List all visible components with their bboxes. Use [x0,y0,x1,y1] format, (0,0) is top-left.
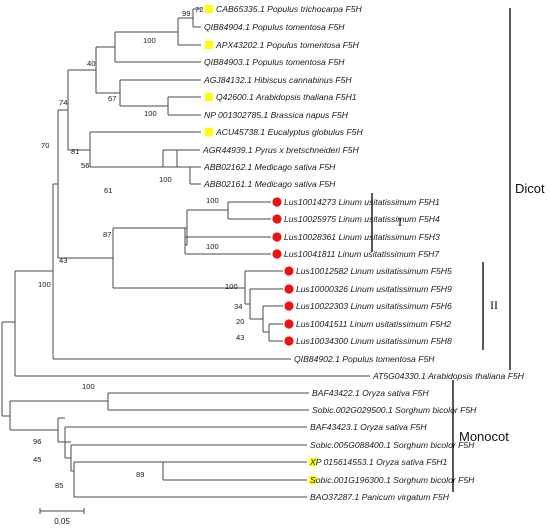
monocot-label: Monocot [459,429,509,444]
bootstrap-value: 99 [182,9,190,18]
leaf-label: QIB84903.1 Populus tomentosa F5H [204,57,345,67]
bootstrap-value: 96 [33,437,41,446]
leaf-markers [205,5,317,484]
red-circle-marker [272,249,282,259]
yellow-square-marker [309,458,317,466]
leaf-label: Lus10022303 Linum usitatissimum F5H6 [296,301,452,311]
yellow-square-marker [205,41,213,49]
bootstrap-value: 81 [71,147,79,156]
bootstrap-value: 67 [108,94,116,103]
bootstrap-value: 87 [103,230,111,239]
red-circle-marker [272,197,282,207]
leaf-label: Lus10000326 Linum usitatissimum F5H9 [296,284,452,294]
leaf-label: AGR44939.1 Pyrus x bretschneideri F5H [202,145,360,155]
group-ii-label: II [490,298,498,312]
leaf-label: BAF43423.1 Oryza sativa F5H [310,422,427,432]
yellow-square-marker [205,5,213,13]
bootstrap-value: 100 [159,175,172,184]
yellow-square-marker [205,93,213,101]
leaf-label: AGJ84132.1 Hibiscus cannabinus F5H [203,75,352,85]
bootstrap-value: 100 [143,36,156,45]
bootstrap-value: 100 [225,282,238,291]
leaf-label: AT5G04330.1 Arabidopsis thaliana F5H [372,371,525,381]
bootstrap-value: 89 [136,470,144,479]
leaf-label: BAO37287.1 Panicum virgatum F5H [310,492,450,502]
leaf-label: XP 015614553.1 Oryza sativa F5H1 [309,457,447,467]
yellow-square-marker [309,476,317,484]
bootstrap-value: 45 [33,455,41,464]
yellow-square-marker [205,128,213,136]
leaf-label: NP 001302785.1 Brassica napus F5H [204,110,349,120]
leaf-label: CAB65335.1 Populus trichocarpa F5H [216,4,362,14]
bootstrap-value: 40 [87,59,95,68]
bootstrap-value: 72 [195,5,203,14]
bootstrap-value: 100 [82,382,95,391]
bootstrap-value: 56 [81,161,89,170]
leaf-label: ACU45738.1 Eucalyptus globulus F5H [215,127,363,137]
bootstrap-value: 74 [59,98,67,107]
scale-bar-label: 0.05 [54,517,70,526]
bootstrap-value: 100 [206,242,219,251]
red-circle-marker [284,284,294,294]
leaf-label: Lus10041511 Linum usitatissimum F5H2 [296,319,451,329]
bootstrap-value: 43 [236,333,244,342]
leaf-label: Lus10028361 Linum usitatissimum F5H3 [284,232,440,242]
tree-branches [1,8,370,498]
bootstrap-value: 100 [38,280,51,289]
leaf-label: Lus10041811 Linum usitatissimum F5H7 [284,249,440,259]
leaf-label: Lus10014273 Linum usitatissimum F5H1 [284,197,440,207]
leaf-label: Lus10025975 Linum usitatissimum F5H4 [284,214,440,224]
leaf-label: QIB84904.1 Populus tomentosa F5H [204,22,345,32]
bootstrap-value: 20 [236,317,244,326]
red-circle-marker [272,232,282,242]
red-circle-marker [284,266,294,276]
leaf-labels: CAB65335.1 Populus trichocarpa F5H QIB849… [202,4,525,502]
red-circle-marker [284,336,294,346]
red-circle-marker [284,301,294,311]
leaf-label: ABB02161.1 Medicago sativa F5H [203,179,336,189]
bootstrap-value: 100 [144,109,157,118]
red-circle-marker [272,214,282,224]
bootstrap-value: 85 [55,481,63,490]
leaf-label: Sobic.002G029500.1 Sorghum bicolor F5H [312,405,477,415]
leaf-label: Lus10034300 Linum usitatissimum F5H8 [296,336,452,346]
bootstrap-value: 34 [234,302,242,311]
leaf-label: Q42600.1 Arabidopsis thaliana F5H1 [216,92,357,102]
bootstrap-value: 43 [59,256,67,265]
leaf-label: Sobic.005G088400.1 Sorghum bicolor F5H [310,440,475,450]
dicot-label: Dicot [515,181,545,196]
leaf-label: QIB84902.1 Populus tomentosa F5H [294,354,435,364]
leaf-label: ABB02162.1 Medicago sativa F5H [203,162,336,172]
leaf-label: Lus10012582 Linum usitatissimum F5H5 [296,266,452,276]
bootstrap-value: 61 [104,186,112,195]
leaf-label: Sobic.001G196300.1 Sorghum bicolor F5H [310,475,475,485]
group-i-label: I [398,215,402,229]
bootstrap-value: 70 [41,141,49,150]
leaf-label: BAF43422.1 Oryza sativa F5H [312,388,429,398]
red-circle-marker [284,319,294,329]
leaf-label: APX43202.1 Populus tomentosa F5H [215,40,360,50]
bootstrap-value: 100 [206,196,219,205]
